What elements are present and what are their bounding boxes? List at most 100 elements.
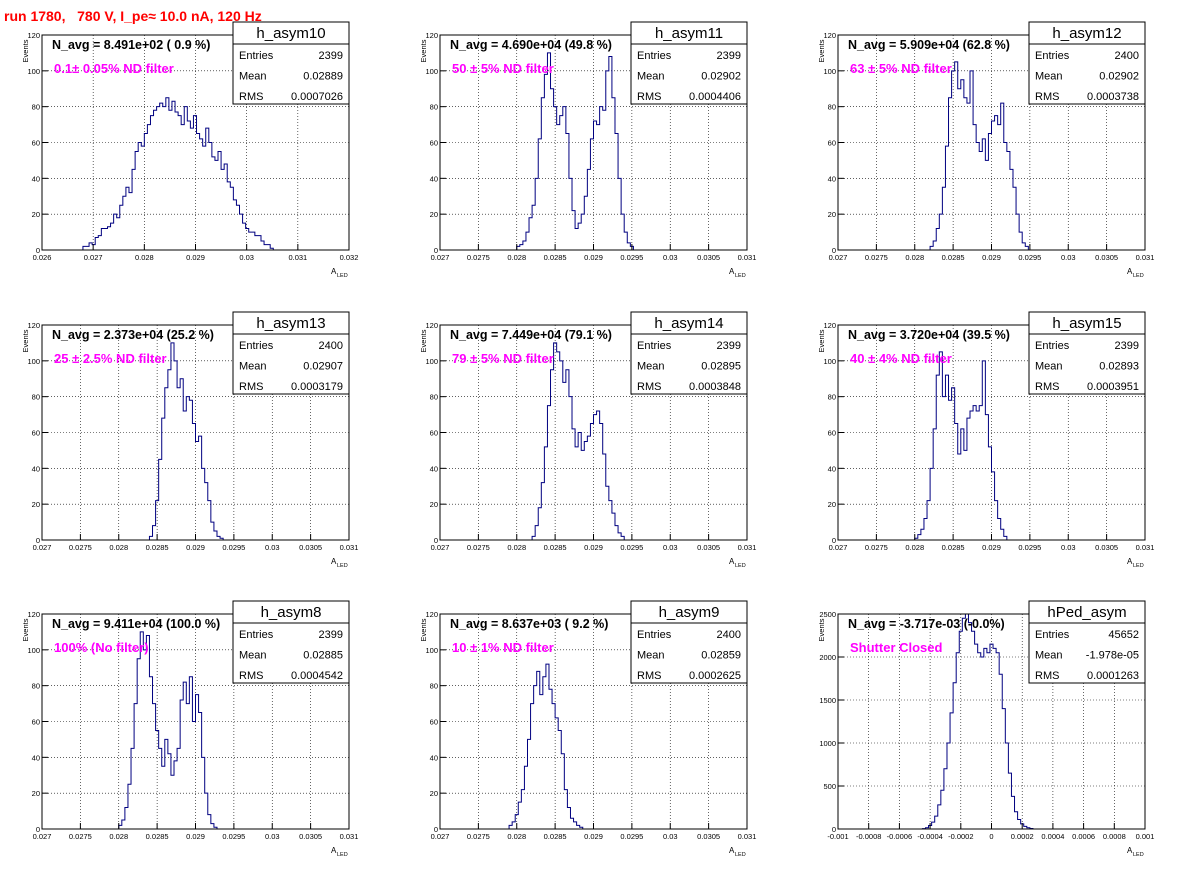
histogram-name: h_asym12 xyxy=(1052,25,1121,42)
x-tick-label: 0.031 xyxy=(288,253,307,262)
x-tick-label: -0.0008 xyxy=(856,832,881,841)
x-tick-label: 0.028 xyxy=(507,253,526,262)
x-axis-label-subscript: LED xyxy=(735,563,746,569)
x-tick-label: 0.032 xyxy=(340,253,359,262)
x-axis-label: A xyxy=(331,267,337,276)
stats-title-box xyxy=(232,600,350,624)
x-axis-label-subscript: LED xyxy=(1133,563,1144,569)
x-tick-label: 0.0285 xyxy=(544,832,567,841)
x-tick-label: 0.027 xyxy=(33,832,52,841)
stats-value: 2399 xyxy=(1115,340,1139,352)
x-tick-label: -0.0002 xyxy=(948,832,973,841)
y-tick-label: 100 xyxy=(425,67,438,76)
stats-label: RMS xyxy=(637,381,661,393)
x-tick-label: 0.028 xyxy=(507,832,526,841)
x-axis-label: A xyxy=(729,267,735,276)
x-tick-label: -0.001 xyxy=(827,832,848,841)
x-tick-label: 0.0305 xyxy=(1095,543,1118,552)
y-tick-label: 120 xyxy=(27,610,40,619)
y-axis-label: Events xyxy=(21,618,30,641)
navg-text: N_avg = -3.717e-03 (-0.0%) xyxy=(848,617,1005,631)
x-tick-label: 0.027 xyxy=(84,253,103,262)
stats-label: Entries xyxy=(1035,629,1070,641)
stats-value: 2399 xyxy=(319,50,343,62)
x-tick-label: 0.029 xyxy=(982,543,1001,552)
x-tick-label: -0.0004 xyxy=(917,832,942,841)
x-tick-label: 0.03 xyxy=(1061,543,1076,552)
x-tick-label: 0.027 xyxy=(33,543,52,552)
filter-annotation: 40 ± 4% ND filter xyxy=(850,351,952,366)
stats-value: 2399 xyxy=(717,50,741,62)
stats-label: Mean xyxy=(239,650,267,662)
navg-text: N_avg = 7.449e+04 (79.1 %) xyxy=(450,328,612,342)
x-axis-label-subscript: LED xyxy=(735,273,746,279)
stats-value: -1.978e-05 xyxy=(1086,650,1139,662)
y-tick-label: 40 xyxy=(430,464,438,473)
filter-annotation: 50 ± 5% ND filter xyxy=(452,61,554,76)
filter-annotation: Shutter Closed xyxy=(850,640,943,655)
navg-text: N_avg = 8.637e+03 ( 9.2 %) xyxy=(450,617,608,631)
stats-value: 0.02902 xyxy=(701,71,741,83)
y-tick-label: 40 xyxy=(828,464,836,473)
stats-value: 0.02902 xyxy=(1099,71,1139,83)
x-tick-label: 0.0305 xyxy=(697,253,720,262)
stats-label: Entries xyxy=(1035,340,1070,352)
y-tick-label: 0 xyxy=(434,536,438,545)
stats-label: Entries xyxy=(637,50,672,62)
x-tick-label: 0.03 xyxy=(663,543,678,552)
y-tick-label: 20 xyxy=(32,500,40,509)
x-tick-label: 0.027 xyxy=(829,253,848,262)
stats-value: 0.02889 xyxy=(303,71,343,83)
histogram-line xyxy=(508,663,584,829)
panel-hPed_asym: -0.001 -0.0008 -0.0006 -0.0004 -0.0002 0 0.000… xyxy=(817,600,1154,858)
x-tick-label: 0.0275 xyxy=(865,543,888,552)
y-tick-label: 2500 xyxy=(819,610,836,619)
x-tick-label: 0.029 xyxy=(982,253,1001,262)
y-tick-label: 0 xyxy=(832,536,836,545)
x-tick-label: 0.0275 xyxy=(467,543,490,552)
x-tick-label: 0.0305 xyxy=(299,543,322,552)
y-tick-label: 60 xyxy=(32,139,40,148)
histogram-name: h_asym11 xyxy=(655,25,723,42)
panel-h_asym12: 0.027 0.0275 0.028 0.0285 0.029 0.0295 0.03 0.0… xyxy=(817,21,1154,279)
histogram-name: hPed_asym xyxy=(1047,604,1126,621)
histogram-line xyxy=(148,342,224,540)
x-tick-label: 0.027 xyxy=(431,253,450,262)
y-tick-label: 100 xyxy=(425,646,438,655)
panel-h_asym15: 0.027 0.0275 0.028 0.0285 0.029 0.0295 0.03 0.0… xyxy=(817,311,1154,569)
filter-annotation: 79 ± 5% ND filter xyxy=(452,351,554,366)
y-axis-label: Events xyxy=(419,618,428,641)
histogram-line xyxy=(921,613,1034,830)
stats-label: Entries xyxy=(239,340,274,352)
panel-h_asym11: 0.027 0.0275 0.028 0.0285 0.029 0.0295 0.03 0.0… xyxy=(419,21,756,279)
x-axis-label-subscript: LED xyxy=(1133,852,1144,858)
y-tick-label: 80 xyxy=(32,393,40,402)
x-tick-label: 0.03 xyxy=(663,832,678,841)
stats-title-box xyxy=(630,600,748,624)
stats-value: 0.0002625 xyxy=(689,670,741,682)
y-tick-label: 120 xyxy=(425,610,438,619)
x-tick-label: 0.031 xyxy=(738,832,757,841)
x-tick-label: 0.0295 xyxy=(222,543,245,552)
x-tick-label: 0.029 xyxy=(186,543,205,552)
x-axis-label-subscript: LED xyxy=(337,563,348,569)
stats-box xyxy=(232,40,350,105)
y-tick-label: 20 xyxy=(32,210,40,219)
stats-label: RMS xyxy=(1035,381,1059,393)
x-axis-label: A xyxy=(331,557,337,566)
y-tick-label: 100 xyxy=(823,357,836,366)
histogram-line xyxy=(118,631,218,829)
y-tick-label: 60 xyxy=(430,139,438,148)
x-tick-label: 0.0285 xyxy=(146,832,169,841)
stats-label: RMS xyxy=(637,670,661,682)
stats-label: Entries xyxy=(239,629,274,641)
stats-value: 0.0004542 xyxy=(291,670,343,682)
navg-text: N_avg = 9.411e+04 (100.0 %) xyxy=(52,617,220,631)
stats-box xyxy=(1028,330,1146,395)
stats-label: Entries xyxy=(637,340,672,352)
stats-label: Mean xyxy=(239,71,267,83)
x-tick-label: 0.0295 xyxy=(222,832,245,841)
y-tick-label: 100 xyxy=(27,646,40,655)
stats-value: 0.0003951 xyxy=(1087,381,1139,393)
y-tick-label: 120 xyxy=(27,321,40,330)
